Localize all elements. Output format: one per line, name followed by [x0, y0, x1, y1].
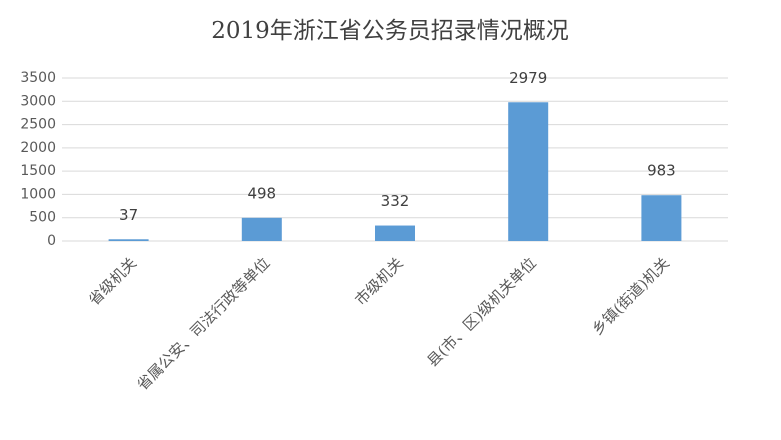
- data-label: 332: [381, 192, 410, 210]
- y-tick-label: 1000: [20, 186, 56, 202]
- x-tick-label: 省属公安、司法行政等单位: [133, 254, 273, 394]
- data-label: 2979: [509, 69, 547, 87]
- bar: [108, 239, 149, 241]
- x-tick-label: 县(市、区)级机关单位: [423, 254, 539, 370]
- y-tick-label: 2000: [20, 140, 56, 156]
- y-tick-label: 500: [29, 210, 56, 226]
- y-tick-label: 0: [47, 233, 56, 249]
- data-label: 983: [647, 162, 676, 180]
- bar: [241, 217, 282, 241]
- data-label: 37: [119, 206, 138, 224]
- y-tick-label: 3000: [20, 93, 56, 109]
- x-tick-label: 乡镇(街道)机关: [588, 254, 673, 339]
- x-tick-label: 省级机关: [85, 254, 140, 309]
- data-label: 498: [247, 184, 276, 202]
- x-tick-label: 市级机关: [351, 254, 406, 309]
- bar: [375, 225, 415, 241]
- bar: [641, 195, 682, 241]
- y-tick-label: 2500: [20, 117, 56, 133]
- bar: [508, 102, 549, 241]
- y-tick-label: 3500: [20, 70, 56, 86]
- chart-title: 2019年浙江省公务员招录情况概况: [211, 18, 569, 44]
- y-tick-label: 1500: [20, 163, 56, 179]
